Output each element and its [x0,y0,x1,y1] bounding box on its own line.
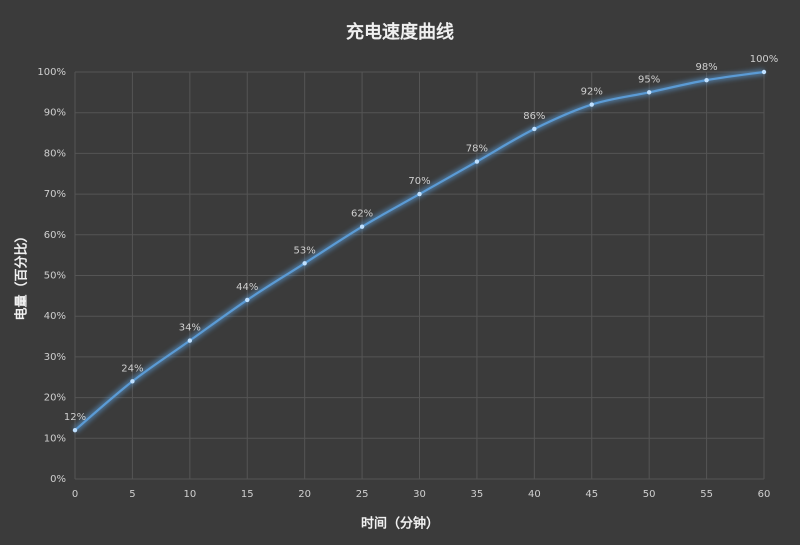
x-tick-label: 40 [528,489,541,500]
y-tick-label: 60% [44,230,66,241]
x-tick-label: 55 [700,489,713,500]
x-tick-label: 30 [413,489,426,500]
y-tick-label: 20% [44,393,66,404]
y-tick-label: 30% [44,352,66,363]
data-label: 12% [64,412,86,423]
x-tick-label: 20 [298,489,311,500]
point [704,77,709,83]
point [359,224,365,229]
y-axis-label: 电量（百分比） [14,229,30,320]
data-label: 86% [523,111,545,122]
point [302,261,307,266]
x-tick-label: 15 [241,489,254,500]
data-label: 53% [294,245,316,256]
y-tick-label: 10% [44,433,66,444]
y-tick-label: 90% [44,108,66,119]
x-tick-label: 25 [356,489,369,500]
data-label: 100% [750,54,779,65]
data-label: 98% [695,62,717,73]
y-tick-label: 0% [50,474,66,485]
chart-title: 充电速度曲线 [346,21,454,43]
x-tick-label: 35 [471,489,484,500]
data-label: 62% [351,209,373,220]
point [245,297,250,303]
point [417,191,422,197]
x-tick-label: 0 [72,489,78,500]
data-label: 70% [408,176,430,187]
point [187,338,193,343]
x-tick-label: 10 [183,489,196,500]
y-tick-label: 100% [37,67,66,78]
point [532,126,537,132]
data-label: 95% [638,74,660,85]
data-label: 44% [236,282,258,293]
data-label: 92% [581,87,603,98]
y-tick-label: 80% [44,148,66,159]
x-tick-label: 60 [758,489,771,500]
x-tick-label: 5 [129,489,135,500]
y-tick-label: 40% [44,311,66,322]
point [474,159,480,164]
point [72,427,78,433]
point [761,69,767,75]
point [130,379,135,384]
data-label: 78% [466,144,488,155]
x-axis-label: 时间（分钟） [361,516,439,532]
y-tick-label: 70% [44,189,66,200]
y-tick-label: 50% [44,271,66,282]
data-label: 34% [179,323,201,334]
x-tick-label: 50 [643,489,656,500]
point [589,102,594,107]
point [646,90,652,95]
data-label: 24% [121,363,143,374]
x-tick-label: 45 [585,489,598,500]
